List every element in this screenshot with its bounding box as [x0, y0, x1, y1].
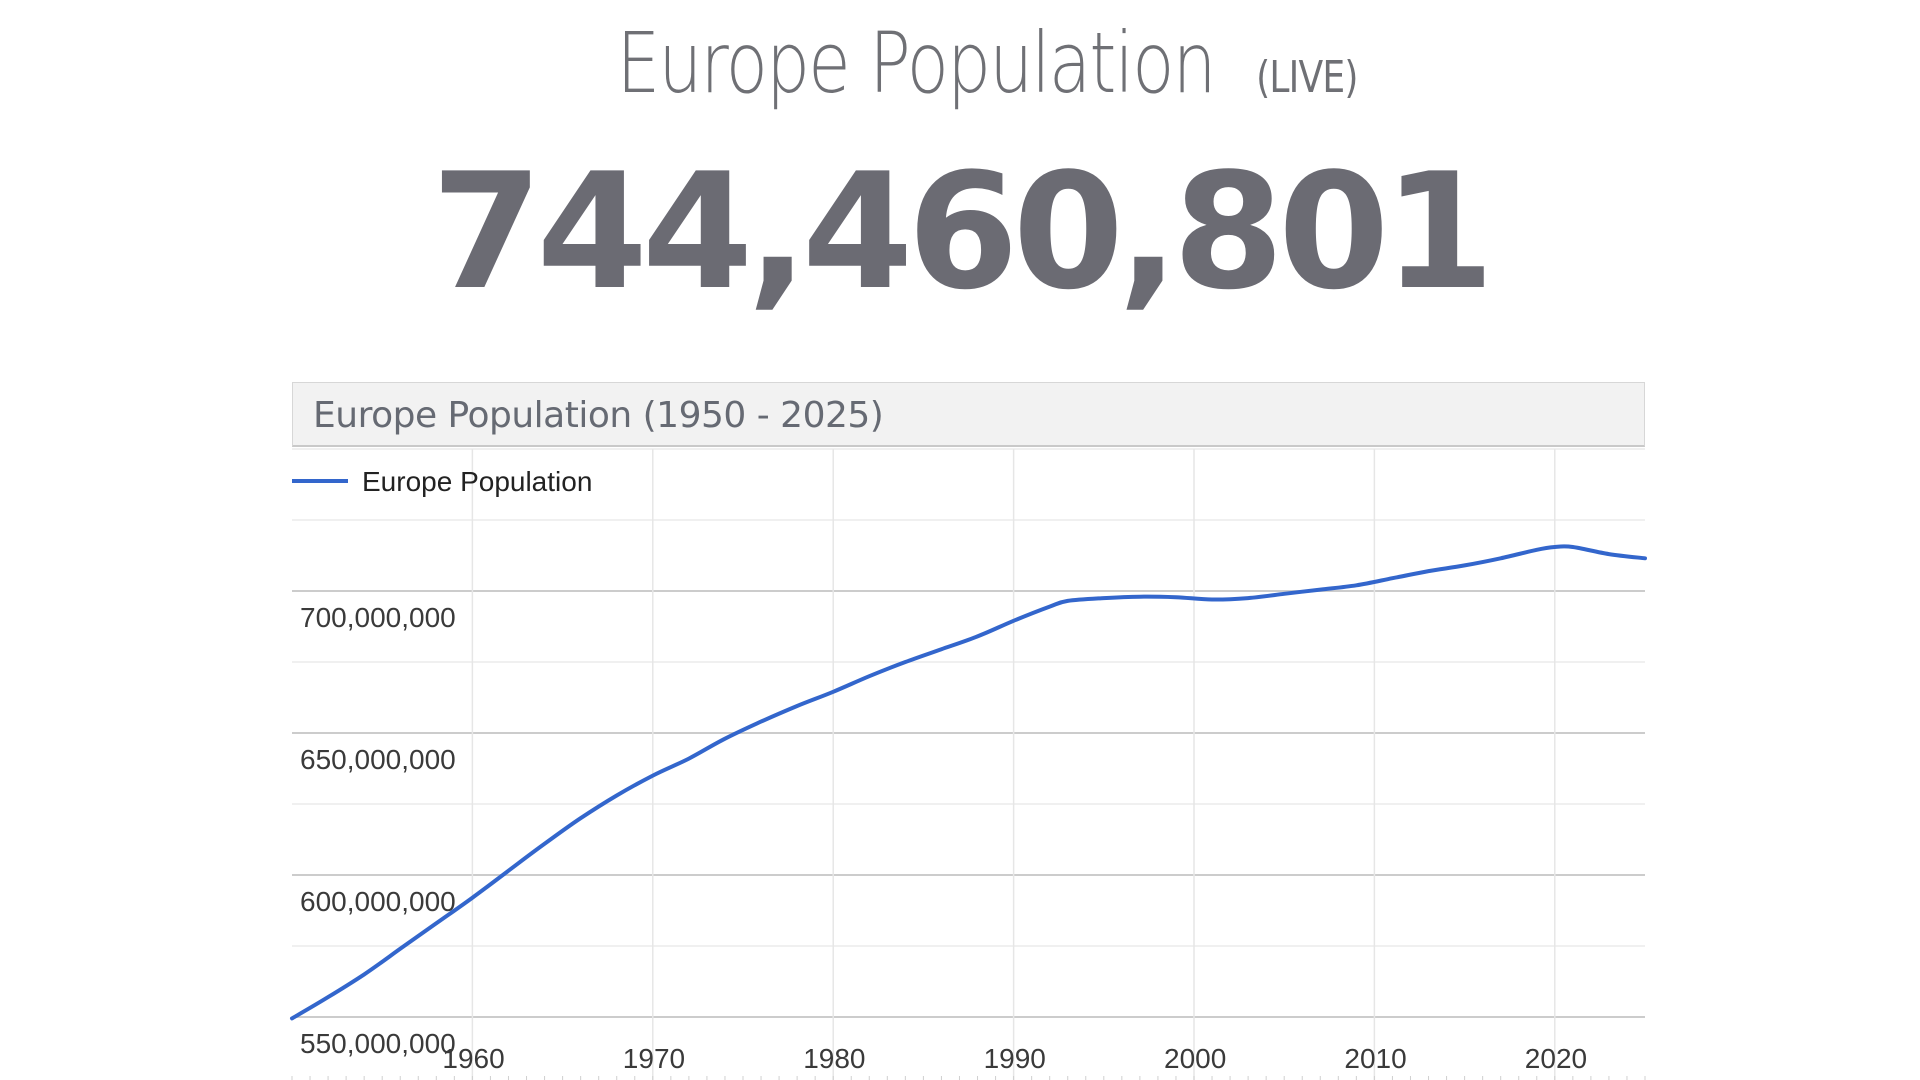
- x-tick-label: 1990: [984, 1043, 1046, 1074]
- y-tick-label: 700,000,000: [300, 602, 456, 633]
- y-tick-label: 550,000,000: [300, 1028, 456, 1059]
- live-population-counter: 744,460,801: [431, 138, 1495, 325]
- page-title-text: Europe Population: [616, 14, 1217, 112]
- x-tick-label: 2000: [1164, 1043, 1226, 1074]
- y-tick-label: 600,000,000: [300, 886, 456, 917]
- chart-title: Europe Population (1950 - 2025): [313, 395, 884, 436]
- x-tick-label: 2010: [1344, 1043, 1406, 1074]
- legend-label: Europe Population: [362, 466, 592, 497]
- page-title: Europe Population (LIVE): [0, 14, 1920, 112]
- series-line-europe-population: [290, 544, 1647, 1021]
- x-tick-label: 1960: [442, 1043, 504, 1074]
- live-indicator: (LIVE): [1256, 52, 1359, 103]
- chart-header: Europe Population (1950 - 2025): [292, 382, 1645, 447]
- y-tick-label: 650,000,000: [300, 744, 456, 775]
- x-tick-label: 1980: [803, 1043, 865, 1074]
- x-tick-label: 1970: [623, 1043, 685, 1074]
- x-tick-label: 2020: [1525, 1043, 1587, 1074]
